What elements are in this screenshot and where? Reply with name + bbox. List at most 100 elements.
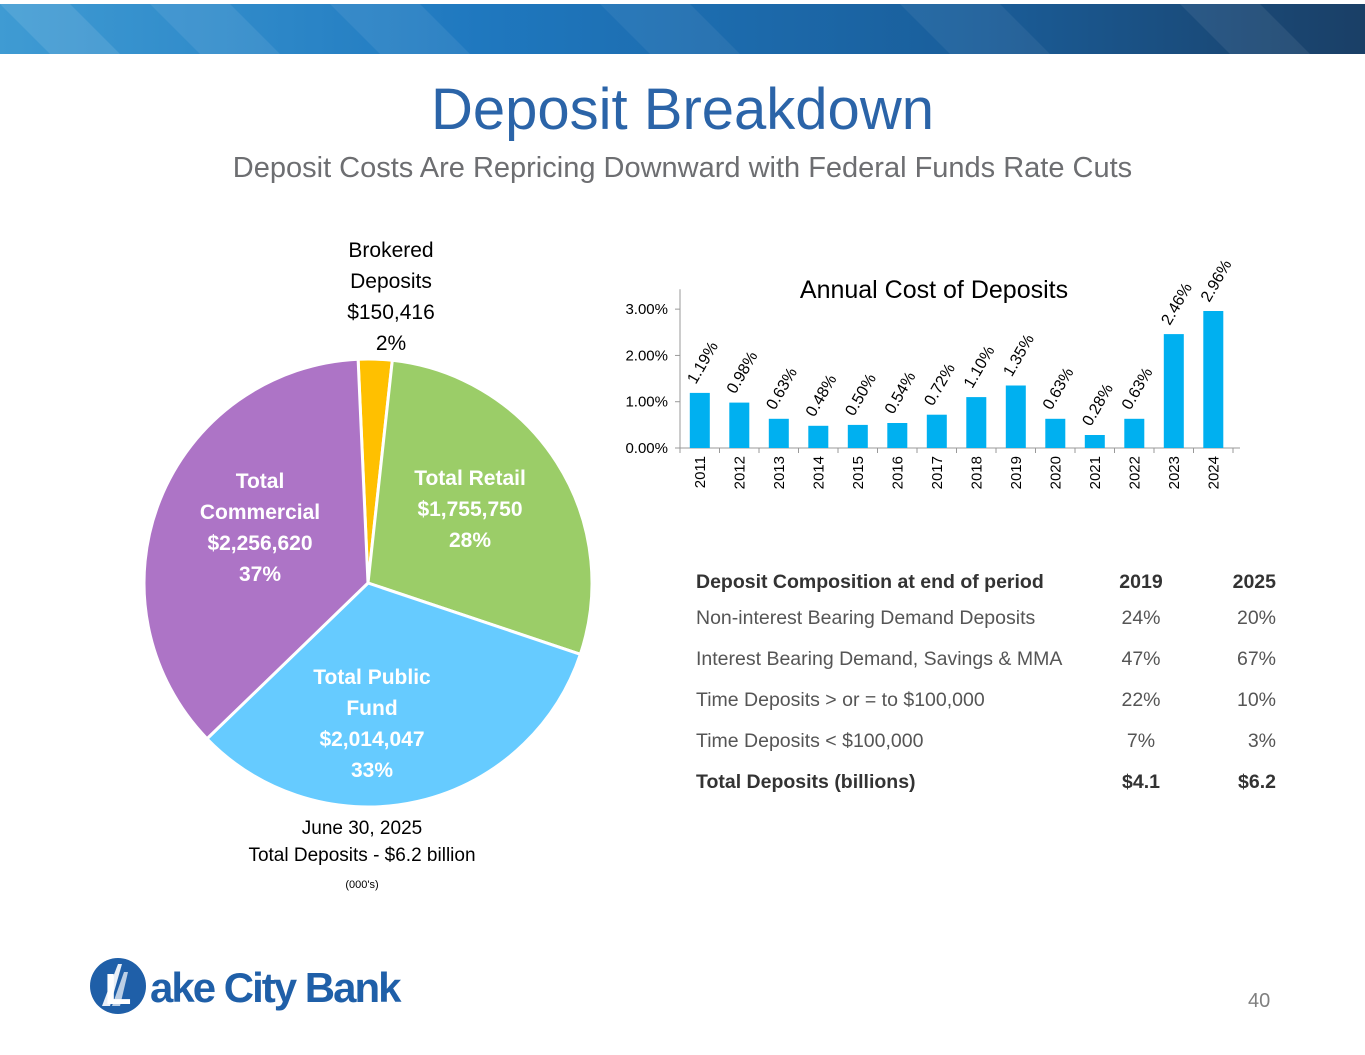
y-tick-label: 2.00%	[625, 347, 668, 364]
table-header-2019: 2019	[1119, 570, 1163, 593]
pie-label-total-commercial-line: Total	[236, 470, 285, 493]
bar-data-label: 2.55%	[1238, 276, 1240, 324]
bar-2022	[1124, 418, 1145, 448]
pie-label-brokered-deposits-line: Deposits	[350, 270, 432, 293]
bar-data-label: 2.46%	[1159, 280, 1196, 328]
lake-city-bank-logo: L ake City Bank	[90, 958, 404, 1014]
x-tick-label: 2018	[968, 456, 985, 489]
table-total-row: Total Deposits (billions) $4.1 $6.2	[688, 762, 1286, 803]
page-title: Deposit Breakdown	[431, 77, 934, 142]
x-tick-label: 2022	[1126, 456, 1143, 489]
bar-data-label: 1.35%	[1001, 332, 1038, 380]
row-label: Time Deposits > or = to $100,000	[696, 689, 985, 711]
bar-2024	[1203, 311, 1224, 448]
table-row: Time Deposits > or = to $100,000 22% 10%	[688, 680, 1286, 721]
header-banner	[0, 4, 1365, 54]
bar-data-label: 0.63%	[1040, 365, 1077, 413]
x-tick-label: 2016	[889, 456, 906, 489]
row-2019: 7%	[1126, 730, 1156, 752]
pie-caption-date: June 30, 2025	[301, 818, 423, 839]
deposit-composition-table: Deposit Composition at end of period 201…	[688, 566, 1286, 803]
logo-letter: L	[105, 965, 132, 1014]
logo-emblem	[90, 958, 146, 1014]
pie-label-total-retail-line: $1,755,750	[417, 498, 522, 521]
bar-chart-title: Annual Cost of Deposits	[800, 276, 1068, 304]
x-tick-label: 2015	[850, 456, 867, 489]
y-tick-label: 1.00%	[625, 394, 668, 411]
y-tick-label: 3.00%	[625, 301, 668, 318]
table-row: Non-interest Bearing Demand Deposits 24%…	[688, 598, 1286, 639]
x-tick-label: 2013	[771, 456, 788, 489]
total-2025: $6.2	[1238, 771, 1276, 793]
bar-data-label: 0.63%	[764, 365, 801, 413]
page-subtitle: Deposit Costs Are Repricing Downward wit…	[232, 152, 1133, 184]
row-2025: 3%	[1247, 730, 1276, 752]
banner-stripes	[0, 4, 1310, 54]
pie-label-total-retail-line: 28%	[449, 529, 491, 552]
pie-label-total-commercial-line: Commercial	[200, 501, 320, 524]
bar-2012	[729, 402, 750, 448]
pie-label-total-public-fund-line: $2,014,047	[319, 728, 424, 751]
pie-slice-total-public-fund	[204, 581, 583, 809]
pie-label-brokered-deposits-line: 2%	[376, 332, 406, 355]
pie-caption-units: (000's)	[345, 879, 379, 891]
bar-data-label: 0.98%	[724, 349, 761, 397]
pie-label-total-public-fund-line: 33%	[351, 759, 393, 782]
total-label: Total Deposits (billions)	[696, 771, 916, 793]
bar-data-label: 0.50%	[843, 371, 880, 419]
bar-data-label: 2.96%	[1198, 257, 1235, 305]
pie-label-total-commercial-line: $2,256,620	[207, 532, 312, 555]
row-label: Non-interest Bearing Demand Deposits	[696, 607, 1036, 629]
bar-data-label: 1.19%	[685, 339, 722, 387]
x-tick-label: 2024	[1205, 456, 1222, 489]
pie-slice-total-retail	[366, 358, 594, 657]
row-2019: 22%	[1121, 689, 1161, 711]
pie-label-total-public-fund-line: Total Public	[313, 666, 431, 689]
pie-label-total-commercial-line: 37%	[239, 563, 281, 586]
bar-2013	[768, 418, 789, 448]
y-tick-label: 0.00%	[625, 440, 668, 457]
x-tick-label: 2023	[1166, 456, 1183, 489]
row-2025: 20%	[1236, 607, 1276, 629]
row-2019: 24%	[1121, 607, 1161, 629]
row-2025: 67%	[1236, 648, 1276, 670]
x-tick-label: 2011	[692, 456, 709, 488]
bar-2016	[887, 423, 908, 448]
bar-data-label: 0.72%	[922, 361, 959, 409]
bar-2017	[926, 414, 947, 448]
row-label: Interest Bearing Demand, Savings & MMA	[696, 648, 1063, 670]
x-tick-label: 2019	[1008, 456, 1025, 489]
bar-data-label: 0.28%	[1080, 381, 1117, 429]
row-label: Time Deposits < $100,000	[696, 730, 924, 752]
total-2019: $4.1	[1122, 771, 1160, 793]
x-tick-label: 2021	[1087, 456, 1104, 489]
row-2019: 47%	[1121, 648, 1161, 670]
pie-label-total-retail-line: Total Retail	[414, 467, 526, 490]
table-row: Interest Bearing Demand, Savings & MMA 4…	[688, 639, 1286, 680]
x-tick-label: 2014	[810, 456, 827, 489]
table-header-label: Deposit Composition at end of period	[696, 570, 1044, 593]
bar-data-label: 0.48%	[803, 372, 840, 420]
logo-text: ake City Bank	[150, 964, 402, 1011]
bar-2019	[1005, 385, 1026, 448]
bar-2011	[689, 392, 710, 448]
row-2025: 10%	[1236, 689, 1276, 711]
pie-label-total-public-fund-line: Fund	[346, 697, 397, 720]
bar-2018	[966, 397, 987, 448]
table-header-2025: 2025	[1232, 570, 1276, 593]
pie-slice-total-commercial	[142, 357, 370, 741]
pie-caption-total: Total Deposits - $6.2 billion	[248, 845, 476, 866]
bar-data-label: 1.10%	[961, 343, 998, 391]
bar-2014	[808, 425, 829, 448]
pie-label-brokered-deposits-line: $150,416	[347, 301, 435, 324]
bar-2021	[1084, 435, 1105, 448]
pie-label-brokered-deposits-line: Brokered	[348, 239, 433, 262]
page-number: 40	[1248, 990, 1271, 1012]
table-header-row: Deposit Composition at end of period 201…	[688, 566, 1286, 598]
cost-of-deposits-bar-chart: Annual Cost of Deposits 0.00% 1.00% 2.00% 3.…	[625, 257, 1240, 489]
x-tick-label: 2012	[731, 456, 748, 489]
bar-2020	[1045, 418, 1066, 448]
x-tick-label: 2020	[1047, 456, 1064, 489]
bar-data-label: 0.63%	[1119, 365, 1156, 413]
